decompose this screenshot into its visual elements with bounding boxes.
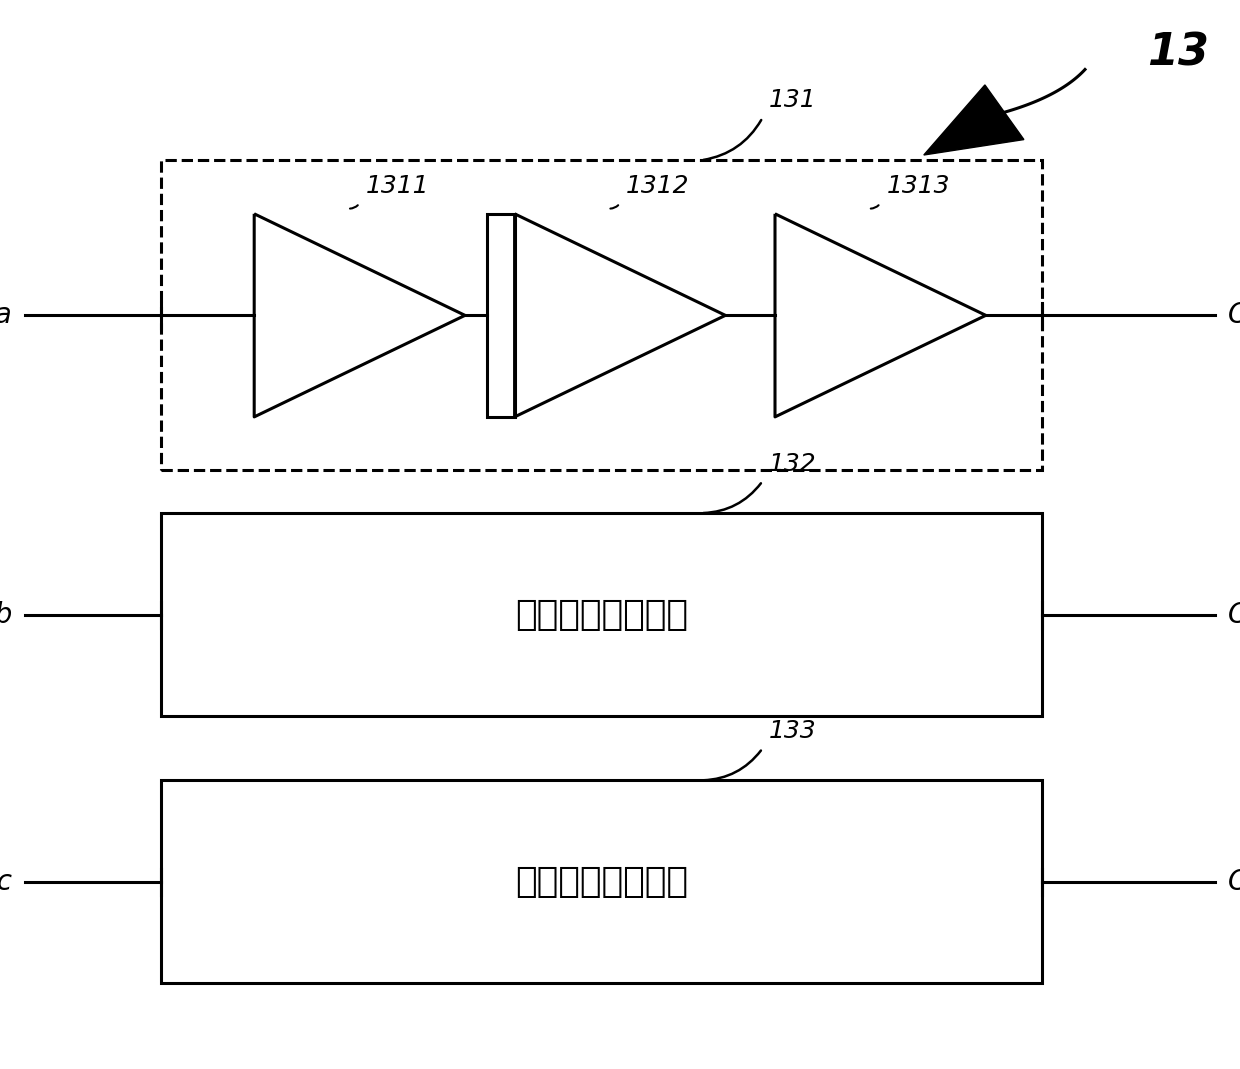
Text: 131: 131 — [769, 89, 816, 112]
Text: Outa: Outa — [1228, 301, 1240, 329]
Text: 1312: 1312 — [626, 174, 689, 198]
Text: Inb: Inb — [0, 601, 12, 629]
Polygon shape — [924, 84, 1024, 155]
Text: 1311: 1311 — [366, 174, 429, 198]
Text: 比例积分微分电路: 比例积分微分电路 — [515, 598, 688, 632]
Text: Outb: Outb — [1228, 601, 1240, 629]
Text: 比例积分微分电路: 比例积分微分电路 — [515, 865, 688, 899]
Text: Outc: Outc — [1228, 868, 1240, 896]
Text: 1313: 1313 — [887, 174, 950, 198]
Text: 133: 133 — [769, 719, 816, 743]
Text: Inc: Inc — [0, 868, 12, 896]
Text: Ina: Ina — [0, 301, 12, 329]
Text: 132: 132 — [769, 452, 816, 476]
Text: 13: 13 — [1147, 32, 1209, 75]
